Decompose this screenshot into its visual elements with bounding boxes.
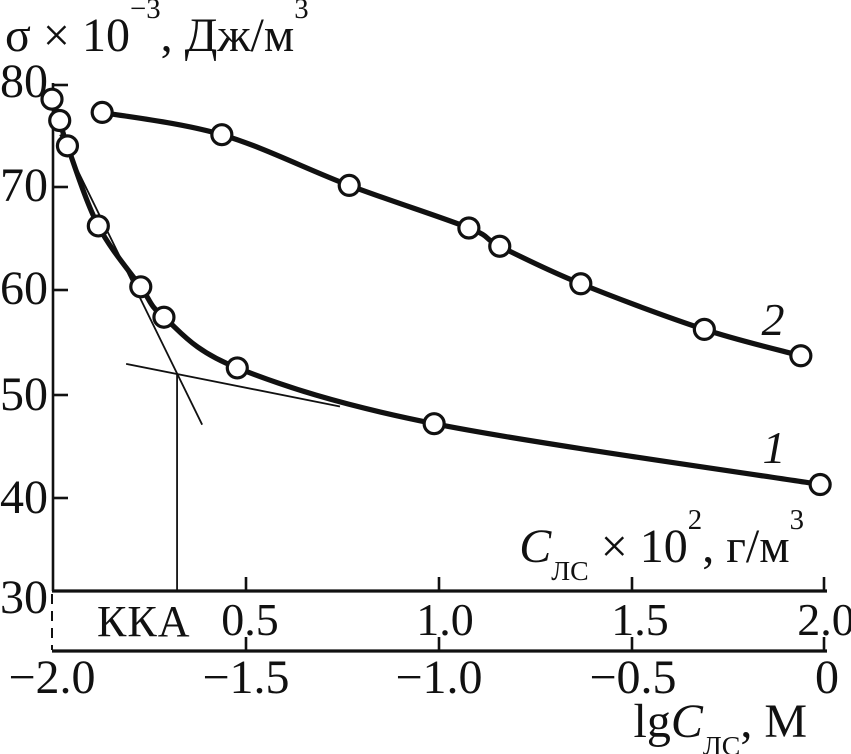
data-point-curve-1 <box>225 356 249 380</box>
y-axis-title-exponent: −3 <box>129 0 161 26</box>
secondary-x-axis-title-units: , г/м <box>702 520 790 573</box>
secondary-x-axis-title-units-exponent: 3 <box>789 504 804 537</box>
inner-tick-label-0_5: 0.5 <box>221 594 279 645</box>
y-tick-label-70: 70 <box>0 159 48 212</box>
data-point-curve-1 <box>55 134 80 158</box>
y-tick-label-80: 80 <box>0 55 48 108</box>
inner-tick-label-1_5: 1.5 <box>611 594 669 645</box>
data-point-curve-2 <box>789 344 813 368</box>
data-point-curve-2 <box>90 100 114 124</box>
data-point-curve-2 <box>337 173 361 197</box>
secondary-x-axis-title-times: × 10 <box>588 520 688 573</box>
x-tick-label--2_0: −2.0 <box>8 651 96 704</box>
data-point-curve-1 <box>152 305 176 329</box>
x-tick-label--1_5: −1.5 <box>202 651 290 704</box>
y-axis-title-sigma: σ <box>5 9 31 62</box>
data-point-curve-1 <box>40 87 64 111</box>
y-tick-label-60: 60 <box>0 262 48 315</box>
data-point-curve-2 <box>457 216 481 240</box>
secondary-x-axis-title-exponent: 2 <box>687 504 703 537</box>
secondary-x-axis-title: СЛС × 102, г/м3 <box>519 505 804 586</box>
y-axis-title-units: , Дж/м <box>160 9 295 62</box>
plot-curves-group <box>40 87 832 591</box>
x-tick-label--0_5: −0.5 <box>589 651 677 704</box>
y-axis-title: σ × 10−3, Дж/м3 <box>5 0 309 62</box>
kka-label: ККА <box>97 597 191 646</box>
x-axis-title-units: , М <box>740 695 807 748</box>
y-axis-title-units-exponent: 3 <box>294 0 309 26</box>
x-axis-title-symbol: С <box>670 695 703 748</box>
data-point-curve-1 <box>808 472 832 497</box>
secondary-x-axis-title-subscript: ЛС <box>551 555 589 587</box>
axes-group <box>51 83 827 653</box>
tangent-line-steep <box>59 134 203 426</box>
data-point-curve-2 <box>488 234 512 258</box>
data-point-curve-2 <box>210 123 234 147</box>
x-axis-title: lgСЛС, М <box>633 695 807 754</box>
y-axis-title-times: × 10 <box>30 9 130 62</box>
data-point-curve-2 <box>692 317 716 341</box>
y-tick-label-50: 50 <box>0 368 48 421</box>
x-axis-title-lg: lg <box>633 695 671 748</box>
data-point-curve-2 <box>569 272 593 296</box>
curve-2 <box>101 109 802 359</box>
x-tick-label--1_0: −1.0 <box>395 651 483 704</box>
y-tick-label-40: 40 <box>0 471 48 524</box>
curve-2-label: 2 <box>761 294 785 345</box>
x-tick-label-0: 0 <box>815 651 839 704</box>
data-point-curve-1 <box>86 214 110 238</box>
inner-tick-label-2_0: 2.0 <box>797 594 851 645</box>
data-point-curve-1 <box>422 412 446 436</box>
secondary-x-axis-title-symbol: С <box>519 520 552 573</box>
data-point-curve-1 <box>48 108 72 133</box>
x-axis-title-subscript: ЛС <box>702 730 741 754</box>
data-point-curve-1 <box>129 275 153 299</box>
curve-1-label: 1 <box>762 422 786 473</box>
y-tick-label-30: 30 <box>0 571 48 624</box>
inner-tick-label-1_0: 1.0 <box>416 594 474 645</box>
tangent-line-shallow <box>125 362 341 408</box>
